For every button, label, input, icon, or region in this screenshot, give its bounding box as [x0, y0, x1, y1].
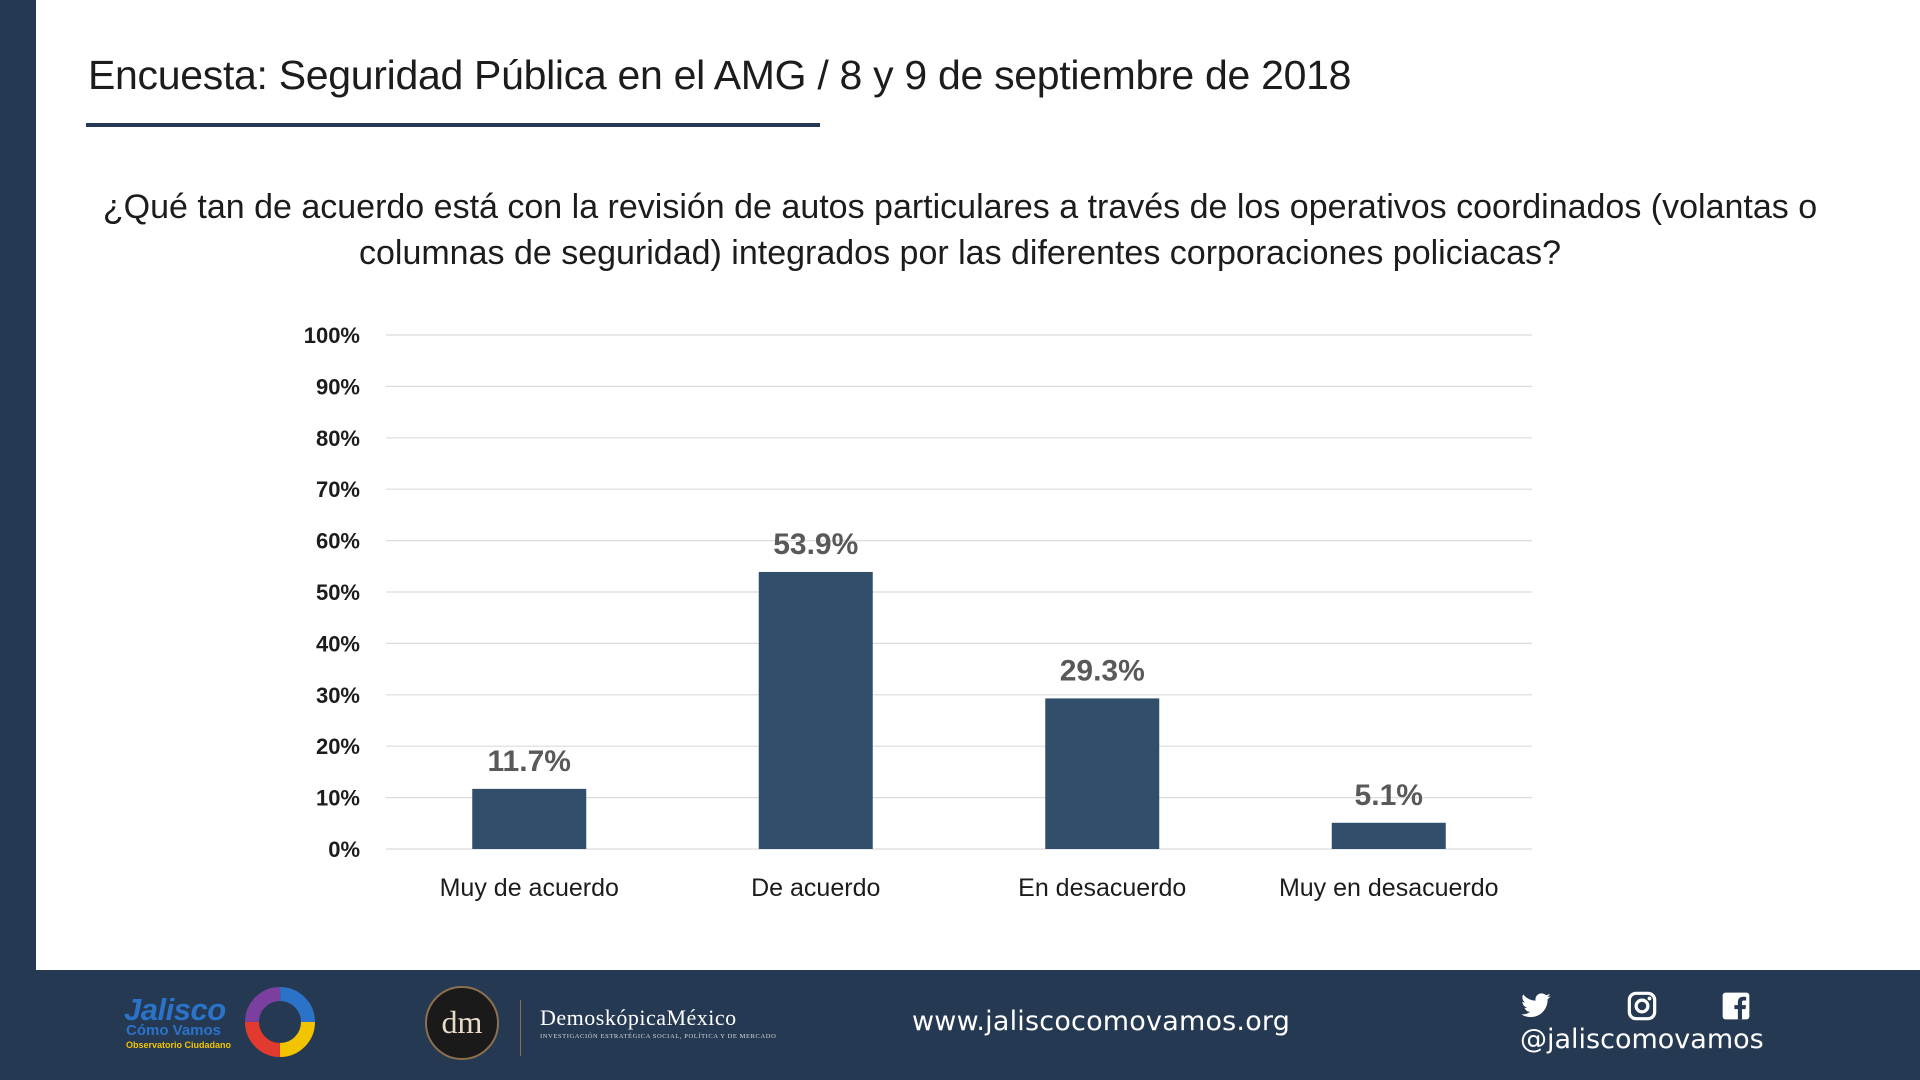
instagram-icon[interactable]: [1626, 990, 1658, 1022]
bar-chart: 0% 10% 20% 30% 40% 50% 60% 70% 80% 90% 100% 11.7% 5…: [304, 323, 1532, 902]
y-tick-label: 90%: [316, 374, 360, 399]
bar-value-label: 11.7%: [488, 745, 571, 778]
x-tick-label: Muy en desacuerdo: [1279, 874, 1499, 902]
y-axis-ticks: 0% 10% 20% 30% 40% 50% 60% 70% 80% 90% 100%: [304, 323, 360, 862]
bar: [758, 571, 873, 849]
chart-bars: [472, 571, 1446, 849]
y-tick-label: 0%: [328, 837, 360, 862]
website-link[interactable]: www.jaliscocomovamos.org: [912, 1006, 1291, 1037]
bar: [472, 788, 587, 849]
demoskopica-divider: [520, 1000, 521, 1056]
x-tick-label: De acuerdo: [751, 874, 880, 902]
social-handle[interactable]: @jaliscomovamos: [1520, 1024, 1764, 1055]
demoskopica-monogram-icon: dm: [425, 986, 499, 1060]
facebook-icon[interactable]: [1720, 990, 1752, 1022]
x-axis-ticks: Muy de acuerdo De acuerdo En desacuerdo Muy…: [440, 874, 1499, 902]
y-tick-label: 50%: [316, 580, 360, 605]
y-tick-label: 10%: [316, 786, 360, 811]
y-tick-label: 20%: [316, 734, 360, 759]
twitter-icon[interactable]: [1520, 990, 1552, 1022]
bar-value-label: 5.1%: [1355, 779, 1423, 812]
page-title: Encuesta: Seguridad Pública en el AMG / …: [88, 52, 1352, 98]
footer-bar: [0, 970, 1920, 1080]
y-tick-label: 80%: [316, 426, 360, 451]
y-tick-label: 40%: [316, 631, 360, 656]
survey-question: ¿Qué tan de acuerdo está con la revisión…: [102, 188, 1818, 272]
jcv-logo-title: Jalisco: [124, 992, 226, 1027]
bar: [1045, 698, 1160, 849]
bar: [1331, 822, 1446, 849]
jcv-logo-subtitle: Cómo Vamos: [126, 1022, 222, 1039]
jcv-logo-tagline: Observatorio Ciudadano: [126, 1040, 232, 1050]
chart-value-labels: 11.7% 53.9% 29.3% 5.1%: [488, 528, 1423, 812]
y-tick-label: 60%: [316, 529, 360, 554]
bar-value-label: 29.3%: [1060, 654, 1145, 687]
jcv-ring-logo-icon: [245, 987, 315, 1057]
title-underline: [86, 123, 820, 127]
x-tick-label: Muy de acuerdo: [440, 874, 619, 902]
left-frame-strip: [0, 0, 36, 970]
x-tick-label: En desacuerdo: [1018, 874, 1186, 902]
demoskopica-name: DemoskópicaMéxico: [540, 1005, 737, 1030]
demoskopica-tagline: INVESTIGACIÓN ESTRATÉGICA SOCIAL, POLÍTI…: [540, 1033, 777, 1040]
demoskopica-monogram-text: dm: [442, 1004, 483, 1040]
y-tick-label: 100%: [304, 323, 360, 348]
y-tick-label: 30%: [316, 683, 360, 708]
bar-value-label: 53.9%: [773, 528, 858, 561]
y-tick-label: 70%: [316, 477, 360, 502]
